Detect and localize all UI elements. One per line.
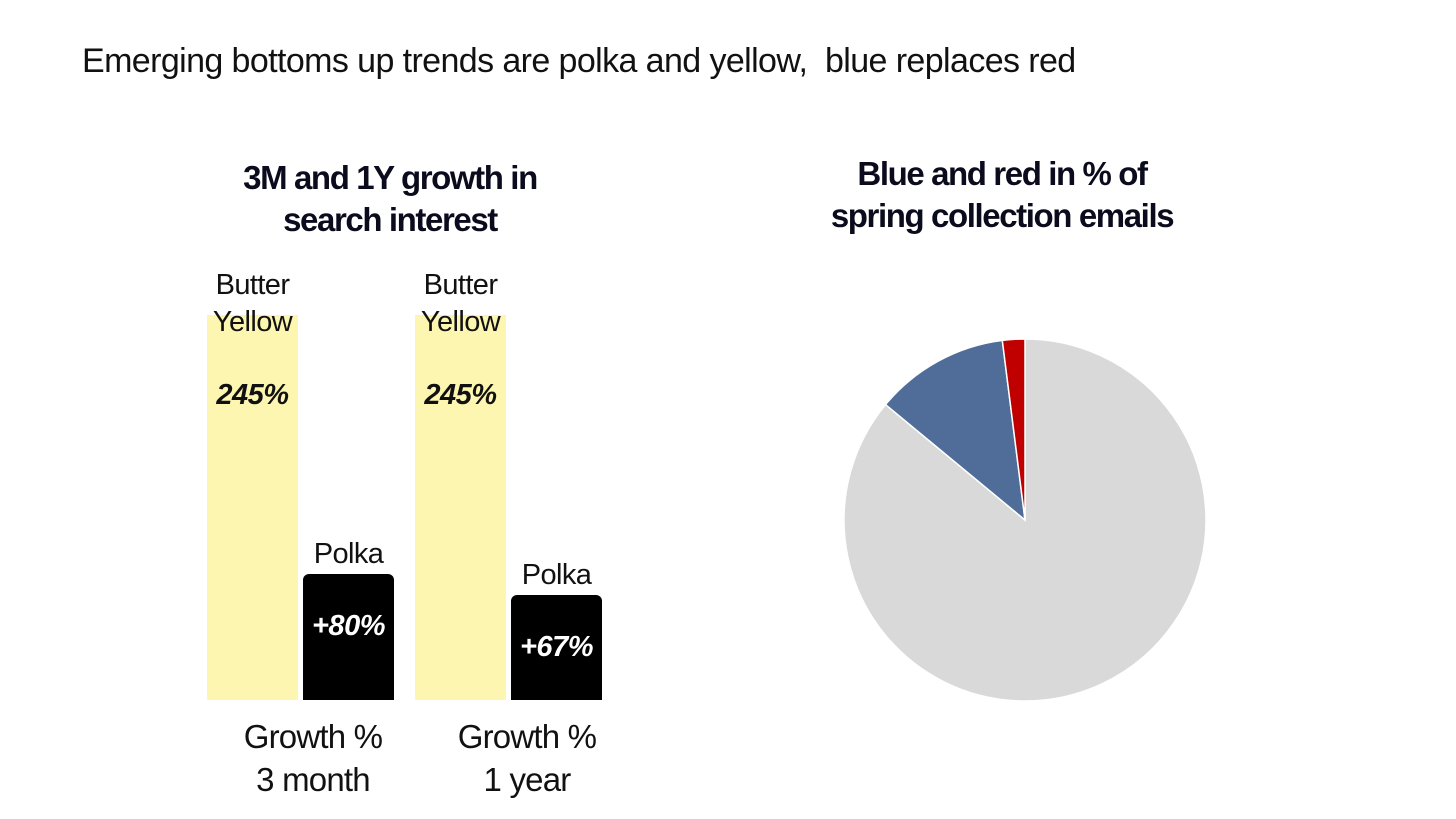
bar-polka-1 — [303, 574, 394, 700]
series-label-line: Yellow — [212, 306, 293, 338]
series-label-line: Polka — [313, 538, 384, 570]
category-label-1: Growth % 3 month — [203, 715, 423, 801]
pie-chart-title-line-2: spring collection emails — [830, 197, 1175, 234]
data-label-butter-yellow-2: 245% — [424, 379, 497, 411]
category-label-line: Growth % — [457, 718, 597, 755]
series-label-line: Polka — [521, 559, 592, 591]
pie-chart-title: Blue and red in % of spring collection e… — [752, 153, 1252, 237]
category-label-line: 3 month — [256, 761, 370, 798]
pie-slice-3 — [1001, 338, 1026, 521]
pie-slice-2 — [884, 339, 1026, 522]
data-label-butter-yellow-1: 245% — [216, 379, 289, 411]
pie-chart-title-line-1: Blue and red in % of — [857, 155, 1148, 192]
series-label-butter-yellow-2: Butter Yellow — [396, 267, 526, 341]
pie-chart — [843, 338, 1207, 702]
data-label-polka-2: +67% — [520, 631, 593, 663]
series-label-polka-2: Polka — [492, 557, 622, 594]
bar-butter-yellow-2 — [415, 315, 506, 700]
series-label-line: Butter — [215, 269, 290, 301]
bar-chart-title-line-2: search interest — [283, 201, 498, 238]
series-label-butter-yellow-1: Butter Yellow — [188, 267, 318, 341]
bar-butter-yellow-1 — [207, 315, 298, 700]
bar-chart-title-line-1: 3M and 1Y growth in — [243, 159, 538, 196]
category-label-line: Growth % — [243, 718, 383, 755]
series-label-polka-1: Polka — [284, 536, 414, 573]
series-label-line: Butter — [423, 269, 498, 301]
category-label-line: 1 year — [483, 761, 572, 798]
data-label-polka-1: +80% — [312, 610, 385, 642]
bar-chart-title: 3M and 1Y growth in search interest — [140, 157, 640, 241]
category-label-2: Growth % 1 year — [417, 715, 637, 801]
bar-polka-2 — [511, 595, 602, 700]
slide-title: Emerging bottoms up trends are polka and… — [82, 42, 1076, 80]
series-label-line: Yellow — [420, 306, 501, 338]
